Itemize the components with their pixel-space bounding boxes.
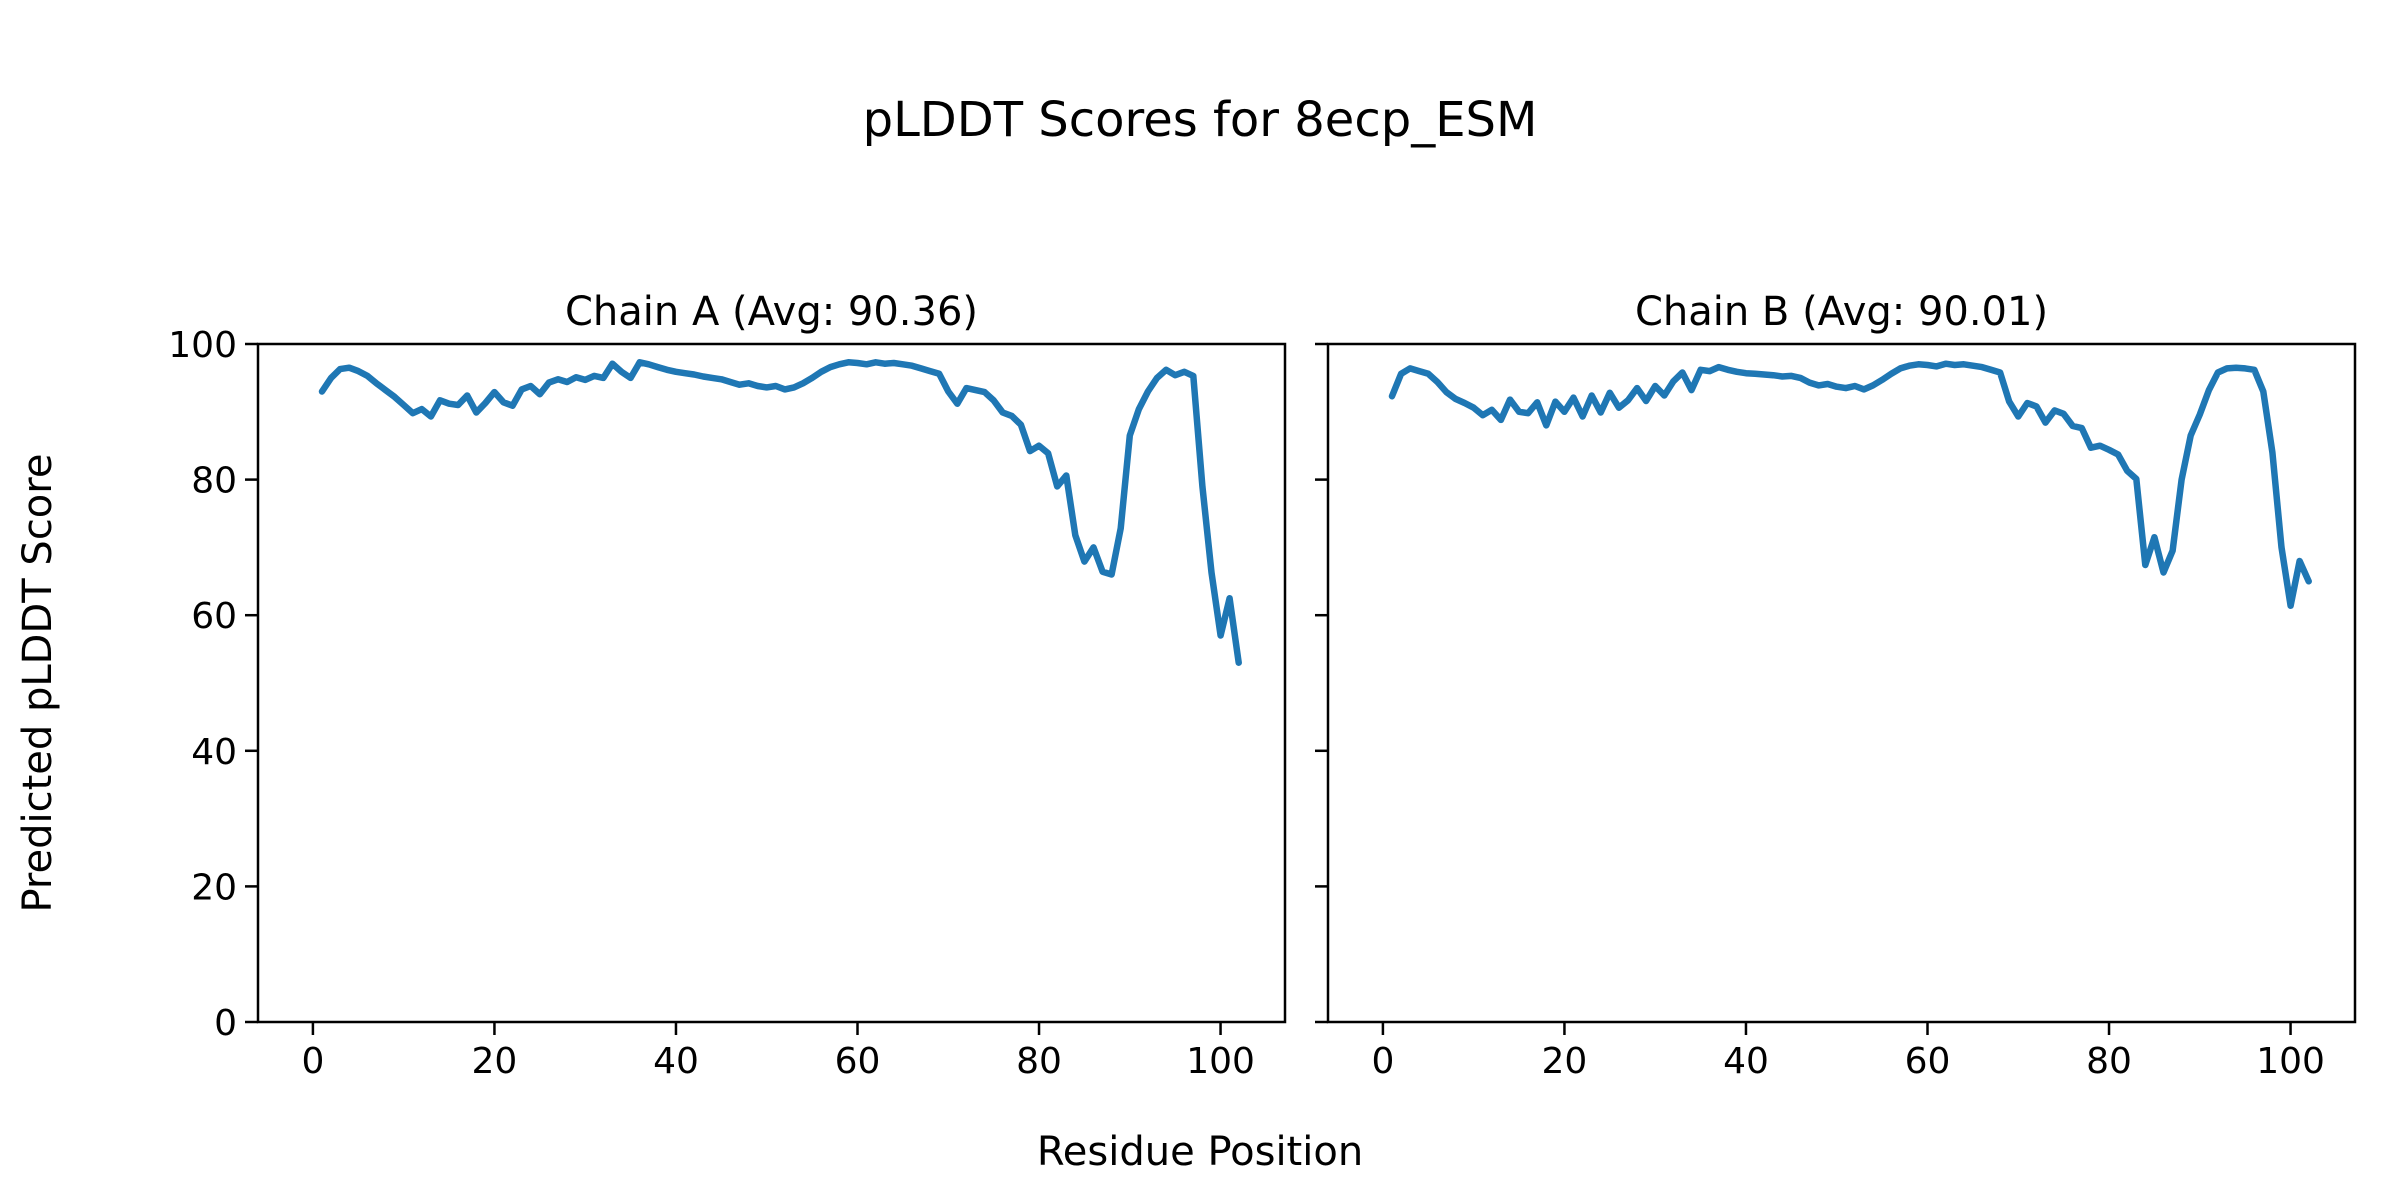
y-tick-label: 40 <box>191 732 237 773</box>
axes-spines <box>1326 342 2357 1024</box>
axes-spines <box>256 342 1287 1024</box>
plddt-line-chain-b <box>1388 360 2312 609</box>
x-axis-label: Residue Position <box>1036 1129 1364 1175</box>
subplot-chain-b: 0 20 40 60 80 100 <box>1315 342 2357 1082</box>
chain-a-subplot-title: Chain A (Avg: 90.36) <box>564 289 979 335</box>
x-tick-label: 60 <box>1905 1041 1951 1082</box>
x-tick-label: 40 <box>653 1041 699 1082</box>
x-tick-label: 20 <box>1542 1041 1588 1082</box>
y-tick-label: 20 <box>191 867 237 908</box>
x-tick-label: 80 <box>1016 1041 1062 1082</box>
y-axis-label: Predicted pLDDT Score <box>15 453 61 913</box>
y-tick-label: 100 <box>168 325 237 366</box>
x-tick-label: 20 <box>472 1041 518 1082</box>
x-tick-label: 60 <box>835 1041 881 1082</box>
x-tick-label: 80 <box>2086 1041 2132 1082</box>
subplot-chain-a: 0 20 40 60 80 100 0 20 40 60 80 100 <box>168 325 1287 1082</box>
figure-title: pLDDT Scores for 8ecp_ESM <box>862 92 1538 148</box>
y-tick-label: 60 <box>191 596 237 637</box>
y-tick-label: 0 <box>214 1003 237 1044</box>
y-tick-label: 80 <box>191 461 237 502</box>
x-tick-label: 100 <box>1186 1041 1255 1082</box>
chain-b-subplot-title: Chain B (Avg: 90.01) <box>1634 289 2049 335</box>
x-tick-label: 100 <box>2256 1041 2325 1082</box>
plddt-line-chain-a <box>318 359 1242 666</box>
x-tick-label: 0 <box>1371 1041 1394 1082</box>
x-tick-label: 0 <box>301 1041 324 1082</box>
x-tick-label: 40 <box>1723 1041 1769 1082</box>
